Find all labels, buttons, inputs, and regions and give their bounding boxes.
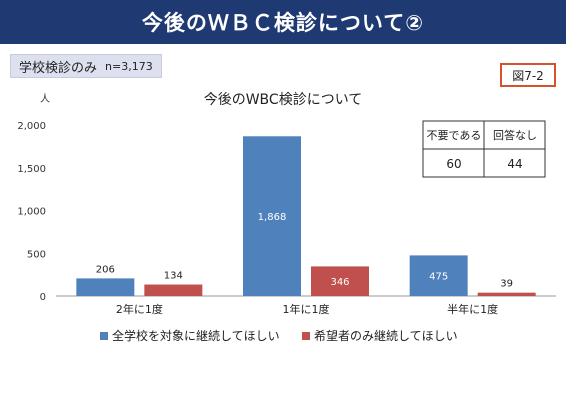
bar-value-label: 475 (429, 272, 448, 283)
y-tick-label: 1,500 (17, 164, 46, 175)
inset-table: 不要である 回答なし 60 44 (422, 120, 546, 178)
y-tick-label: 2,000 (17, 121, 46, 132)
sample-size: n=3,173 (105, 59, 153, 73)
bar-value-label: 39 (500, 279, 513, 290)
figure-label: 図7-2 (500, 63, 556, 87)
legend: 全学校を対象に継続してほしい 希望者のみ継続してほしい (100, 328, 458, 343)
inset-value-no-answer: 44 (507, 157, 522, 171)
x-category-label: 2年に1度 (116, 302, 163, 316)
inset-header-unnecessary: 不要である (427, 129, 482, 142)
legend-swatch-applicants-only (302, 332, 310, 340)
chart-title: 今後のWBC検診について (204, 92, 363, 108)
bar-value-label: 206 (96, 264, 115, 275)
bar (144, 284, 203, 296)
legend-label-all-schools: 全学校を対象に継続してほしい (112, 328, 280, 343)
inset-header-no-answer: 回答なし (493, 128, 537, 142)
bar-value-label: 134 (164, 271, 183, 282)
page-title: 今後のＷＢＣ検診について② (0, 0, 566, 44)
x-category-label: 1年に1度 (283, 302, 330, 316)
bar (409, 255, 468, 296)
bar (311, 266, 369, 296)
y-tick-label: 500 (27, 249, 46, 260)
legend-label-applicants-only: 希望者のみ継続してほしい (314, 328, 458, 343)
y-tick-label: 1,000 (17, 207, 46, 218)
bar-value-label: 1,868 (258, 212, 287, 223)
inset-value-unnecessary: 60 (446, 157, 461, 171)
bar-value-label: 346 (330, 277, 349, 288)
subset-label-box: 学校検診のみ n=3,173 (10, 54, 162, 78)
y-tick-label: 0 (40, 292, 46, 303)
legend-swatch-all-schools (100, 332, 108, 340)
bar (477, 292, 536, 296)
bar (76, 278, 135, 296)
bar (243, 136, 301, 296)
x-category-label: 半年に1度 (447, 302, 498, 316)
subset-label: 学校検診のみ (19, 60, 98, 76)
y-unit-label: 人 (40, 93, 50, 105)
